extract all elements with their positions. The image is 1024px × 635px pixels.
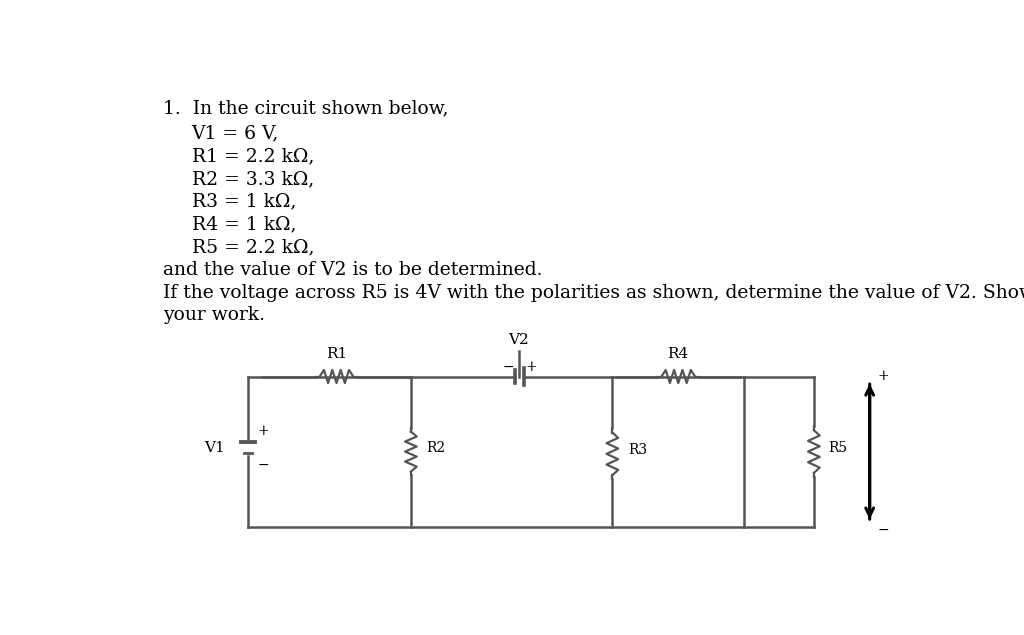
Text: −: − — [258, 458, 269, 472]
Text: R3: R3 — [628, 443, 647, 457]
Text: and the value of V2 is to be determined.: and the value of V2 is to be determined. — [163, 261, 543, 279]
Text: R1: R1 — [326, 347, 347, 361]
Text: +: + — [525, 360, 538, 374]
Text: V2: V2 — [508, 333, 529, 347]
Text: +: + — [258, 424, 269, 438]
Text: −: − — [503, 360, 514, 374]
Text: R2 = 3.3 kΩ,: R2 = 3.3 kΩ, — [191, 170, 313, 188]
Text: R4: R4 — [668, 347, 689, 361]
Text: 1.  In the circuit shown below,: 1. In the circuit shown below, — [163, 99, 449, 117]
Text: R2: R2 — [426, 441, 445, 455]
Text: R1 = 2.2 kΩ,: R1 = 2.2 kΩ, — [191, 147, 314, 166]
Text: −: − — [878, 523, 890, 537]
Text: R3 = 1 kΩ,: R3 = 1 kΩ, — [191, 193, 296, 211]
Text: +: + — [878, 370, 890, 384]
Text: R4 = 1 kΩ,: R4 = 1 kΩ, — [191, 215, 296, 234]
Text: V1: V1 — [204, 441, 225, 455]
Text: R5: R5 — [827, 441, 847, 455]
Text: your work.: your work. — [163, 307, 265, 324]
Text: R5 = 2.2 kΩ,: R5 = 2.2 kΩ, — [191, 238, 314, 257]
Text: If the voltage across R5 is 4V with the polarities as shown, determine the value: If the voltage across R5 is 4V with the … — [163, 284, 1024, 302]
Text: V1 = 6 V,: V1 = 6 V, — [191, 124, 279, 143]
